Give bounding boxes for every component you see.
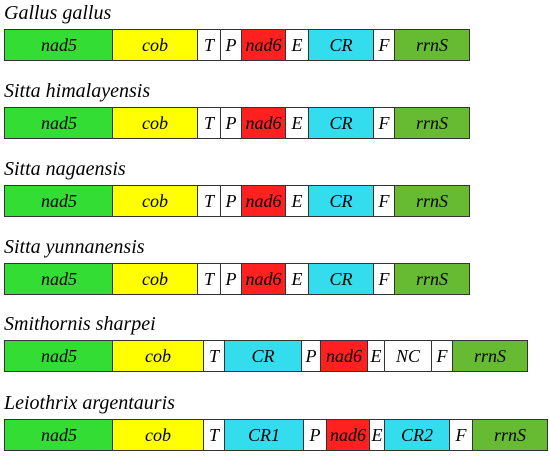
gene-segment-cr: CR1 xyxy=(224,419,304,451)
gene-segment-nad6: nad6 xyxy=(326,419,370,451)
gene-segment-cr: CR xyxy=(308,29,374,61)
gene-segment-trna: P xyxy=(303,419,327,451)
species-name: Sitta yunnanensis xyxy=(4,236,145,258)
gene-segment-cr: CR xyxy=(308,107,374,139)
gene-segment-cr: CR xyxy=(308,263,374,295)
gene-segment-nad5: nad5 xyxy=(4,340,114,372)
gene-segment-trna: F xyxy=(449,419,473,451)
gene-segment-nad6: nad6 xyxy=(320,340,368,372)
gene-segment-trna: P xyxy=(220,29,242,61)
gene-segment-trna: F xyxy=(373,263,395,295)
gene-segment-nad5: nad5 xyxy=(4,419,114,451)
species-name: Gallus gallus xyxy=(4,2,112,24)
gene-segment-cob: cob xyxy=(112,419,204,451)
gene-segment-cob: cob xyxy=(112,29,198,61)
gene-segment-nad6: nad6 xyxy=(241,185,286,217)
gene-segment-trna: P xyxy=(220,185,242,217)
gene-segment-cob: cob xyxy=(112,185,198,217)
gene-segment-rrnS: rrnS xyxy=(394,107,470,139)
gene-segment-cr: CR2 xyxy=(384,419,450,451)
gene-segment-trna: E xyxy=(285,29,309,61)
gene-segment-trna: T xyxy=(197,29,221,61)
gene-segment-trna: F xyxy=(373,107,395,139)
gene-segment-trna: T xyxy=(197,185,221,217)
species-name: Sitta nagaensis xyxy=(4,158,126,180)
gene-segment-nc: NC xyxy=(384,340,432,372)
gene-segment-trna: E xyxy=(285,185,309,217)
gene-segment-trna: E xyxy=(285,107,309,139)
gene-segment-trna: E xyxy=(367,340,385,372)
gene-segment-nad5: nad5 xyxy=(4,185,114,217)
gene-segment-trna: F xyxy=(373,185,395,217)
gene-segment-nad6: nad6 xyxy=(241,29,286,61)
gene-segment-trna: T xyxy=(197,263,221,295)
gene-segment-cob: cob xyxy=(112,107,198,139)
gene-segment-cob: cob xyxy=(112,340,204,372)
gene-segment-nad6: nad6 xyxy=(241,107,286,139)
species-name: Smithornis sharpei xyxy=(4,313,156,335)
gene-segment-rrnS: rrnS xyxy=(394,29,470,61)
gene-segment-nad6: nad6 xyxy=(241,263,286,295)
gene-segment-trna: E xyxy=(285,263,309,295)
gene-segment-nad5: nad5 xyxy=(4,107,114,139)
gene-segment-cr: CR xyxy=(224,340,302,372)
gene-segment-rrnS: rrnS xyxy=(472,419,548,451)
gene-segment-nad5: nad5 xyxy=(4,263,114,295)
gene-segment-trna: F xyxy=(431,340,453,372)
gene-segment-trna: T xyxy=(203,340,225,372)
species-name: Sitta himalayensis xyxy=(4,80,151,102)
gene-segment-trna: T xyxy=(197,107,221,139)
gene-segment-trna: E xyxy=(369,419,385,451)
gene-segment-trna: P xyxy=(220,263,242,295)
gene-segment-nad5: nad5 xyxy=(4,29,114,61)
gene-segment-rrnS: rrnS xyxy=(452,340,528,372)
gene-segment-trna: T xyxy=(203,419,225,451)
gene-segment-cr: CR xyxy=(308,185,374,217)
gene-segment-trna: P xyxy=(220,107,242,139)
species-name: Leiothrix argentauris xyxy=(4,392,175,414)
gene-segment-trna: P xyxy=(301,340,321,372)
gene-segment-rrnS: rrnS xyxy=(394,263,470,295)
gene-segment-trna: F xyxy=(373,29,395,61)
gene-segment-rrnS: rrnS xyxy=(394,185,470,217)
gene-segment-cob: cob xyxy=(112,263,198,295)
